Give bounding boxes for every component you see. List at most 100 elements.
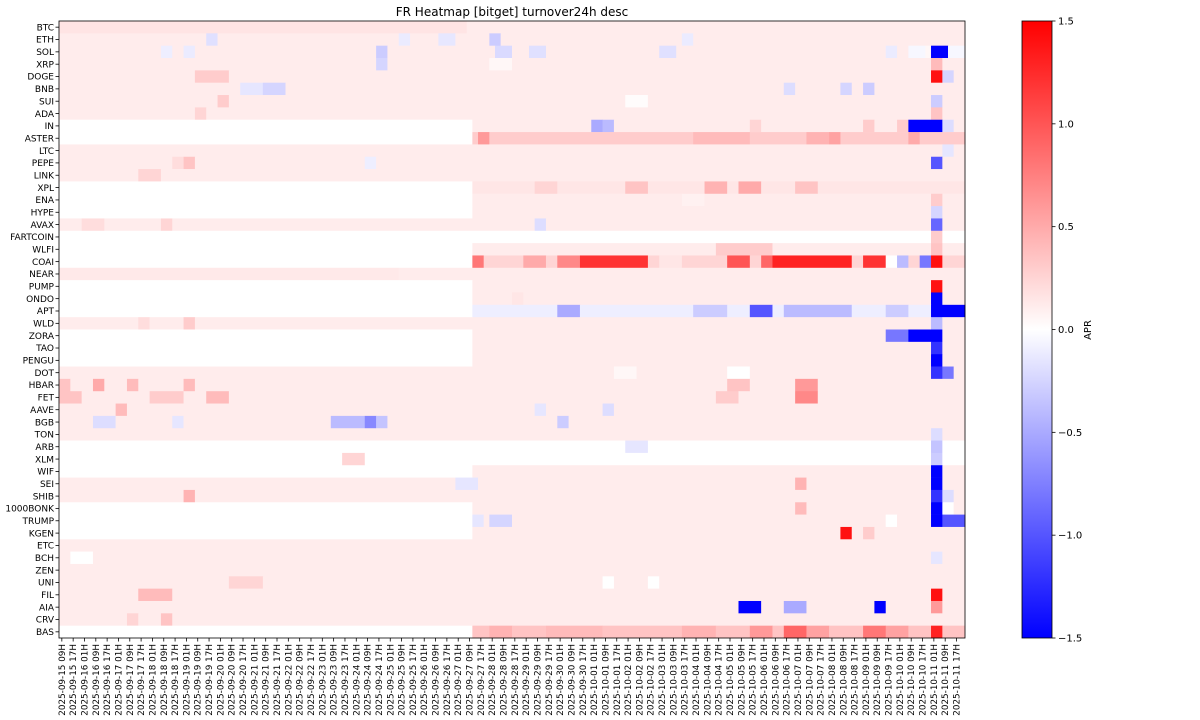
y-tick-label: TAO	[35, 344, 54, 354]
heatmap-cell	[81, 218, 105, 232]
heatmap-cell	[738, 391, 796, 404]
heatmap-cell	[817, 391, 966, 404]
heatmap-cell	[931, 243, 943, 256]
heatmap-cell	[942, 465, 966, 478]
x-tick-label: 2025-09-17 17H	[137, 644, 147, 716]
x-tick-label: 2025-10-03 01H	[658, 644, 668, 716]
heatmap-cell	[183, 317, 196, 330]
y-tick-label: SEI	[40, 480, 54, 490]
heatmap-cell	[472, 132, 479, 145]
y-tick-label: AIA	[39, 603, 55, 613]
y-tick-label: TRUMP	[21, 517, 54, 527]
heatmap-cell	[738, 181, 762, 195]
heatmap-cell	[942, 625, 966, 639]
x-tick-label: 2025-10-09 09H	[873, 644, 883, 716]
heatmap-cell	[534, 218, 547, 232]
y-tick-label: BCH	[35, 554, 54, 564]
heatmap-cell	[194, 317, 932, 330]
heatmap-cell	[217, 33, 400, 46]
heatmap-cell	[931, 218, 943, 232]
heatmap-cell	[806, 600, 875, 614]
heatmap-cell	[953, 502, 966, 515]
heatmap-cell	[715, 625, 751, 639]
heatmap-cell	[59, 193, 473, 207]
heatmap-cell	[874, 119, 898, 133]
y-tick-label: XRP	[36, 60, 54, 70]
heatmap-cell	[942, 600, 966, 614]
heatmap-cell	[931, 255, 943, 269]
y-tick-label: SUI	[39, 97, 54, 107]
heatmap-cell	[512, 292, 524, 306]
heatmap-cell	[455, 477, 479, 491]
x-tick-label: 2025-10-09 17H	[885, 644, 895, 716]
heatmap-cell	[472, 329, 887, 343]
heatmap-cell	[931, 465, 943, 478]
y-tick-label: SHIB	[33, 492, 54, 502]
heatmap-cell	[194, 489, 932, 503]
heatmap-cell	[59, 452, 343, 466]
x-tick-label: 2025-09-27 01H	[454, 644, 464, 716]
heatmap-cell	[885, 304, 909, 318]
heatmap-cell	[138, 588, 173, 602]
heatmap-cell	[472, 526, 841, 540]
heatmap-cell	[376, 156, 932, 170]
x-tick-label: 2025-09-24 01H	[352, 644, 362, 716]
heatmap-cell	[59, 563, 966, 577]
heatmap-cell	[59, 403, 116, 417]
heatmap-cell	[761, 255, 773, 269]
heatmap-cell	[863, 119, 875, 133]
heatmap-cell	[70, 378, 94, 392]
heatmap-cell	[262, 82, 286, 96]
heatmap-cell	[59, 588, 139, 602]
heatmap-cell	[59, 551, 71, 565]
heatmap-cell	[376, 415, 388, 429]
colorbar-axis: 1.5 1.0 0.5 0.0 −0.5 −1.0 −1.5	[1052, 17, 1082, 645]
heatmap-cell	[59, 82, 241, 96]
heatmap-cell	[557, 415, 569, 429]
x-tick-label: 2025-09-28 01H	[488, 644, 498, 716]
heatmap-cell	[602, 403, 615, 417]
heatmap-cell	[625, 181, 649, 195]
heatmap-cell	[523, 255, 547, 269]
x-tick-label: 2025-09-22 01H	[284, 644, 294, 716]
x-tick-label: 2025-09-19 09H	[194, 644, 204, 716]
heatmap-cell	[217, 95, 230, 108]
y-tick-label: CRV	[36, 616, 55, 626]
heatmap-cell	[625, 440, 649, 454]
heatmap-cell	[160, 169, 966, 182]
colorbar-tick-label: 1.5	[1058, 17, 1074, 28]
heatmap-cell	[761, 181, 796, 195]
heatmap-cell	[602, 119, 615, 133]
heatmap-cell	[851, 255, 864, 269]
heatmap-cell	[387, 58, 490, 71]
x-tick-label: 2025-10-06 09H	[771, 644, 781, 716]
heatmap-cell	[795, 477, 807, 491]
x-tick-label: 2025-09-16 17H	[103, 644, 113, 716]
heatmap-cell	[59, 625, 473, 639]
heatmap-cell	[925, 45, 932, 59]
colorbar-label: APR	[1083, 320, 1094, 340]
heatmap-cell	[795, 378, 819, 392]
y-tick-label: BNB	[35, 85, 54, 95]
plot-frame	[58, 20, 966, 639]
heatmap-cell	[59, 576, 230, 589]
heatmap-cell	[59, 329, 473, 343]
heatmap-cell	[194, 378, 728, 392]
heatmap-cell	[953, 144, 966, 158]
heatmap-cell	[942, 280, 966, 293]
heatmap-cell	[59, 526, 473, 540]
heatmap-cell	[942, 119, 954, 133]
heatmap-cell	[376, 45, 388, 59]
heatmap-cell	[942, 317, 966, 330]
heatmap-cell	[953, 70, 966, 83]
colorbar-tick-label: 0.0	[1058, 325, 1074, 336]
heatmap-cell	[59, 514, 473, 528]
x-tick-label: 2025-10-05 17H	[749, 644, 759, 716]
colorbar-tick-label: −0.5	[1058, 428, 1082, 439]
heatmap-cell	[795, 502, 807, 515]
heatmap-cell	[59, 477, 456, 491]
heatmap-cell	[472, 181, 535, 195]
heatmap-cell	[364, 415, 377, 429]
heatmap-cell	[817, 181, 966, 195]
heatmap-cell	[59, 95, 218, 108]
